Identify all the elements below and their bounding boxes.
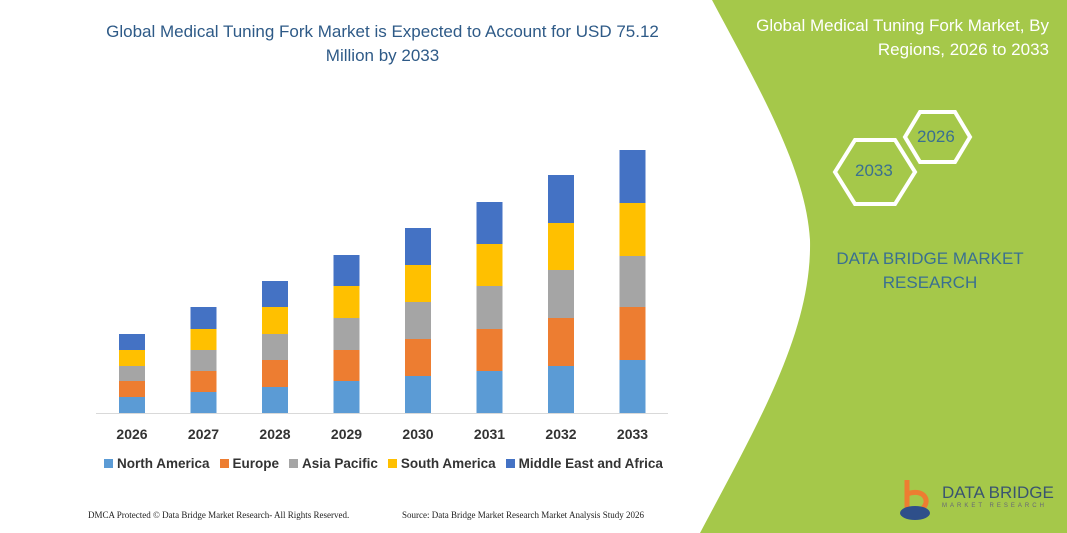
bar-segment-2030-0 [405,376,431,413]
bar-segment-2026-2 [119,366,145,381]
legend: North America Europe Asia Pacific South Ame… [104,456,663,471]
legend-swatch [219,459,229,468]
hex-2033 [832,138,918,206]
bar-segment-2026-0 [119,397,145,413]
bar-segment-2030-1 [405,339,431,376]
bar-segment-2033-1 [619,307,646,360]
legend-label: South America [400,456,496,471]
legend-swatch [289,459,299,468]
bar-segment-2032-3 [548,223,574,270]
x-tick-label: 2033 [617,426,648,442]
bar-segment-2027-0 [190,392,217,413]
bar-segment-2029-0 [333,381,360,413]
bar-segment-2030-2 [405,302,431,339]
footer-source: Source: Data Bridge Market Research Mark… [402,510,644,520]
hex-label-start: 2026 [917,127,955,146]
x-tick-label: 2030 [402,426,433,442]
bar-segment-2032-2 [548,270,574,318]
legend-swatch [505,459,515,468]
bar-segment-2031-0 [476,371,503,413]
legend-label: Middle East and Africa [518,456,663,471]
bar-segment-2033-4 [619,150,646,203]
bar-segment-2030-4 [405,228,431,265]
legend-item: Europe [219,456,280,471]
hex-label-end: 2033 [855,161,893,180]
legend-swatch [104,459,113,468]
x-tick-label: 2028 [259,426,290,442]
legend-label: Asia Pacific [302,456,378,471]
legend-item: South America [387,456,496,471]
legend-label: North America [117,456,210,471]
bar-segment-2026-4 [119,334,145,350]
bar-segment-2029-3 [333,286,360,318]
bar-segment-2031-1 [476,329,503,371]
bar-segment-2033-0 [619,360,646,413]
bar-segment-2028-2 [262,334,288,360]
bar-segment-2027-3 [190,329,217,350]
legend-label: Europe [232,456,280,471]
legend-item: Middle East and Africa [505,456,663,471]
legend-swatch [387,459,397,468]
bar-segment-2030-3 [405,265,431,302]
x-tick-label: 2026 [116,426,147,442]
bar-segment-2026-1 [119,381,145,397]
side-panel-title: Global Medical Tuning Fork Market, By Re… [756,16,1049,59]
brand-text: DATA BRIDGE MARKET RESEARCH [836,249,1024,292]
bar-segment-2029-1 [333,350,360,381]
data-bridge-logo-icon [900,480,930,520]
bar-segment-2032-1 [548,318,574,366]
x-tick-label: 2032 [545,426,576,442]
chart-title: Global Medical Tuning Fork Market is Exp… [106,22,659,65]
bar-segment-2032-0 [548,366,574,413]
footer-copyright: DMCA Protected © Data Bridge Market Rese… [88,510,350,520]
bar-segment-2029-2 [333,318,360,350]
x-tick-label: 2031 [474,426,505,442]
legend-item: North America [104,456,210,471]
bar-segment-2027-2 [190,350,217,371]
stacked-bar-chart: 2026 2027 2028 2029 2030 2031 2032 2033 [96,150,668,442]
bar-segment-2032-4 [548,175,574,223]
bar-segment-2026-3 [119,350,145,366]
hex-2026 [902,110,973,164]
bar-segment-2033-3 [619,203,646,256]
bar-segment-2031-3 [476,244,503,286]
bar-segment-2028-4 [262,281,288,307]
bar-segment-2028-3 [262,307,288,334]
logo-name: DATA BRIDGE [942,483,1054,502]
bar-segment-2033-2 [619,256,646,307]
bar-segment-2029-4 [333,255,360,286]
x-tick-label: 2027 [188,426,219,442]
bar-segment-2031-2 [476,286,503,329]
bar-segment-2027-4 [190,307,217,329]
x-tick-label: 2029 [331,426,362,442]
logo-subtitle: MARKET RESEARCH [942,503,1047,509]
bar-segment-2028-0 [262,387,288,413]
bar-segment-2028-1 [262,360,288,387]
bar-segment-2031-4 [476,202,503,244]
legend-item: Asia Pacific [289,456,378,471]
bar-segment-2027-1 [190,371,217,392]
